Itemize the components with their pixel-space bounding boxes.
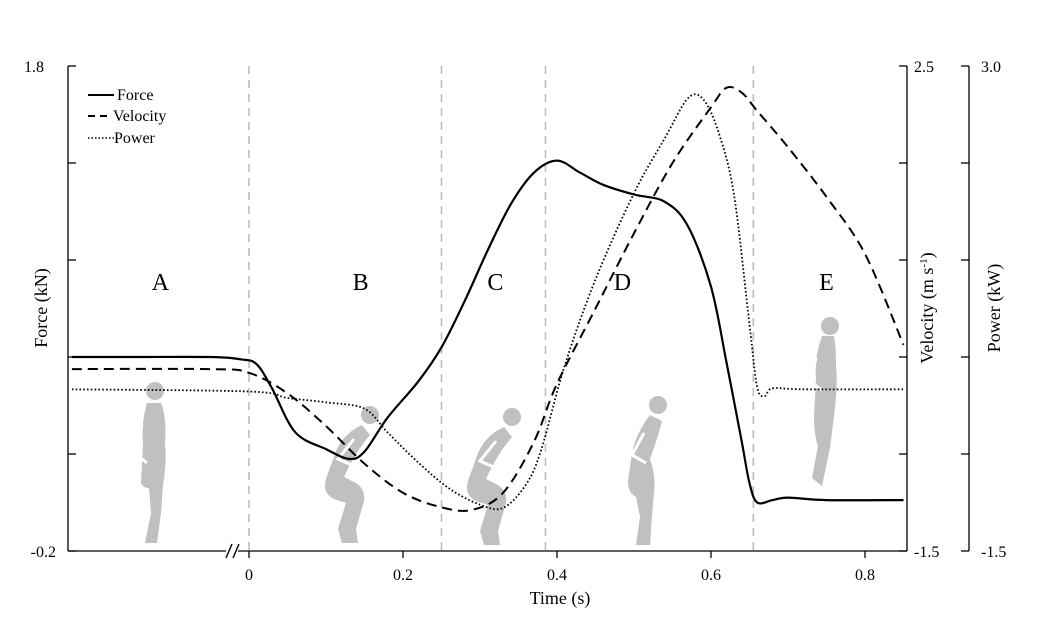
force-tick-max: 1.8 <box>24 59 44 76</box>
x-tick-0-8: 0.8 <box>855 567 875 584</box>
velocity-axis-title: Velocity (m s-1) <box>917 252 938 363</box>
legend-power-label: Power <box>114 130 156 147</box>
power-axis-title: Power (kW) <box>984 264 1005 352</box>
phase-label-a: A <box>152 270 170 296</box>
x-axis-title: Time (s) <box>530 588 591 609</box>
flight-figure-icon <box>808 315 841 488</box>
x-tick-0: 0 <box>245 567 253 584</box>
chart-axes <box>67 65 970 562</box>
force-axis-title: Force (kN) <box>31 268 52 347</box>
push-off-figure-icon <box>626 394 669 547</box>
legend-velocity-label: Velocity <box>113 108 166 125</box>
x-tick-0-2: 0.2 <box>393 567 413 584</box>
phase-label-e: E <box>819 270 834 296</box>
power-tick-min: -1.5 <box>981 544 1006 561</box>
force-tick-min: -0.2 <box>31 544 56 561</box>
x-tick-0-6: 0.6 <box>701 567 721 584</box>
velocity-tick-min: -1.5 <box>914 544 939 561</box>
phase-label-d: D <box>614 270 631 296</box>
standing-figure-icon <box>133 380 168 545</box>
squat-figure-icon <box>465 406 523 547</box>
series-power-line <box>71 93 904 511</box>
data-series <box>71 86 905 512</box>
phase-boundary-lines <box>248 66 755 551</box>
x-tick-0-4: 0.4 <box>547 567 567 584</box>
legend-force-label: Force <box>117 87 153 104</box>
phase-label-b: B <box>353 270 369 296</box>
power-tick-max: 3.0 <box>981 59 1001 76</box>
phase-labels: A B C D E <box>152 270 834 296</box>
countermovement-figure-icon <box>323 404 381 545</box>
legend: Force Velocity Power <box>88 87 166 147</box>
x-axis-break <box>225 540 240 562</box>
velocity-tick-max: 2.5 <box>914 59 934 76</box>
axis-ticks <box>68 65 969 558</box>
phase-label-c: C <box>487 270 503 296</box>
athlete-figures <box>133 315 841 547</box>
series-force-line <box>71 159 904 505</box>
